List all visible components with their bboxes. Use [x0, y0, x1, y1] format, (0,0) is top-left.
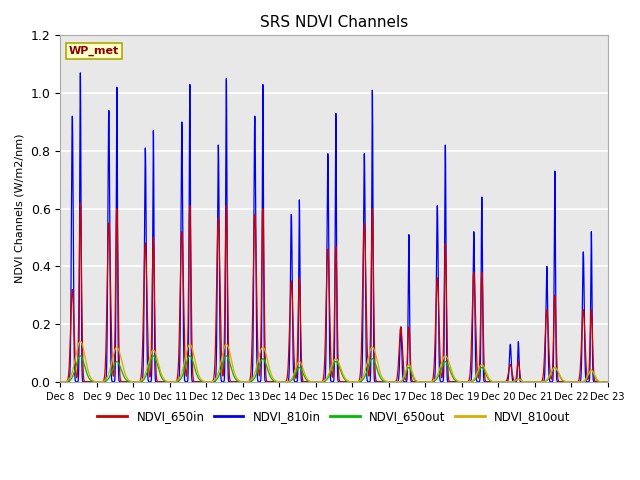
Legend: NDVI_650in, NDVI_810in, NDVI_650out, NDVI_810out: NDVI_650in, NDVI_810in, NDVI_650out, NDV…	[93, 406, 575, 428]
Y-axis label: NDVI Channels (W/m2/nm): NDVI Channels (W/m2/nm)	[15, 134, 25, 283]
Text: WP_met: WP_met	[68, 46, 119, 56]
Title: SRS NDVI Channels: SRS NDVI Channels	[260, 15, 408, 30]
